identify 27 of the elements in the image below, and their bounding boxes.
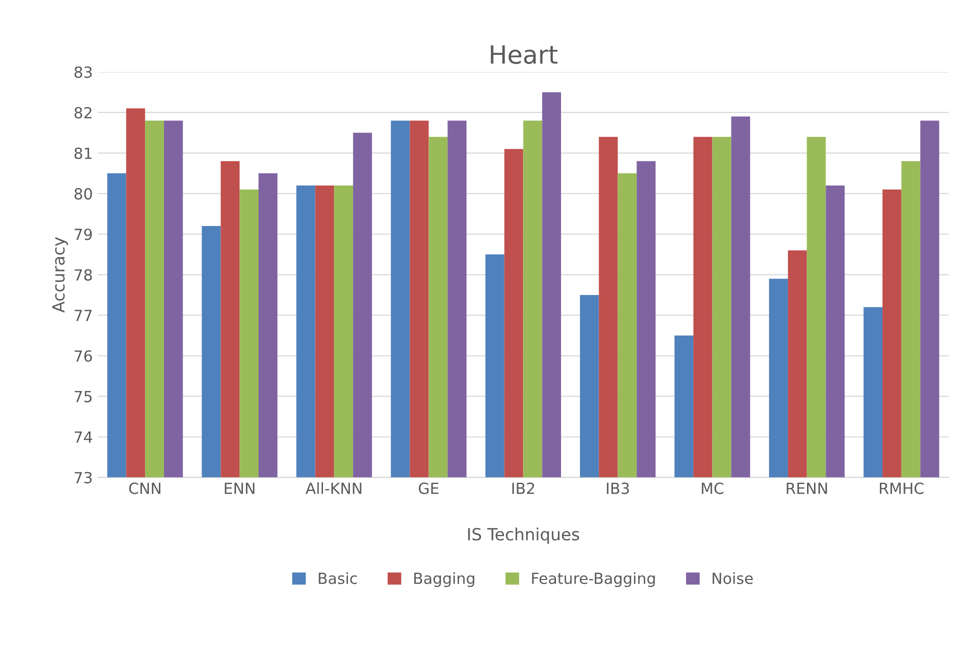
y-tick-label: 83 [74,66,92,78]
y-tick-label: 82 [74,106,92,119]
y-tick-label: 73 [74,472,92,484]
y-tick-label: 78 [74,269,92,281]
x-tick-label: RENN [786,482,827,494]
legend-label: Feature-Bagging [532,572,655,588]
legend-label: Noise [712,572,753,584]
legend-label: Basic [318,572,357,584]
y-tick-label: 74 [74,432,92,443]
x-tick-label: RMHC [880,482,924,494]
y-tick-label: 80 [74,188,92,200]
x-tick-label: IB3 [606,482,629,494]
chart-title: Heart [490,45,558,64]
x-tick-label: ENN [224,482,254,494]
x-tick-label: MC [702,482,724,494]
x-tick-label: CNN [129,482,160,494]
y-tick-label: 76 [74,350,92,362]
legend-label: Bagging [414,572,474,588]
x-tick-label: All-KNN [306,482,362,494]
y-tick-label: 75 [74,390,92,402]
x-tick-label: IB2 [512,482,534,494]
y-axis-title: Accuracy [52,237,68,313]
x-axis-title: IS Techniques [468,528,580,544]
y-tick-label: 81 [74,148,92,160]
y-tick-label: 79 [74,228,92,240]
x-tick-label: GE [418,482,438,494]
y-tick-label: 77 [74,310,92,322]
